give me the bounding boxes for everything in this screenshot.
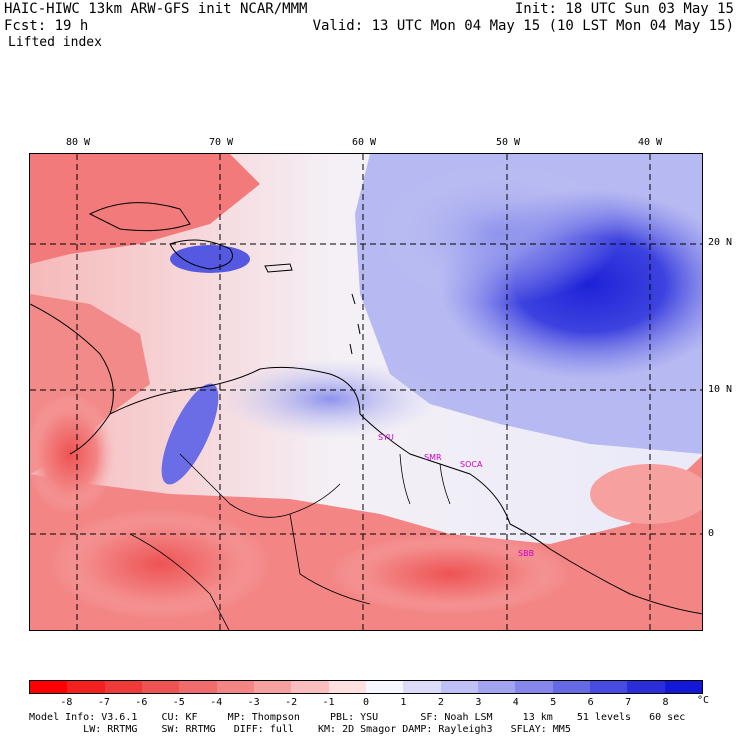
colorbar-segment [365, 681, 404, 693]
unstable-core [50, 509, 270, 619]
stable-region [220, 359, 440, 439]
colorbar-tick-label: -6 [135, 697, 148, 708]
lon-tick-label: 60 W [352, 137, 377, 148]
stable-region [380, 164, 620, 304]
header-init-time: Init: 18 UTC Sun 03 May 15 [514, 1, 734, 17]
colorbar-segment [291, 681, 329, 693]
colorbar-tick-label: 7 [625, 697, 632, 708]
colorbar-segment [477, 681, 516, 693]
station-label: SOCA [460, 460, 483, 469]
lon-tick-label: 70 W [209, 137, 234, 148]
colorbar-tick-label: 5 [550, 697, 557, 708]
colorbar-tick-label: -7 [97, 697, 110, 708]
colorbar-tick-label: -3 [247, 697, 260, 708]
graticule [30, 154, 702, 630]
model-info-line1: Model Info: V3.6.1 CU: KF MP: Thompson P… [29, 712, 686, 723]
station-label: SBB [518, 549, 534, 558]
colorbar-segment [664, 681, 702, 693]
colorbar-segment [627, 681, 665, 693]
unstable-region [590, 464, 702, 524]
header-valid-time: Valid: 13 UTC Mon 04 May 15 (10 LST Mon … [312, 18, 734, 34]
header-title: HAIC-HIWC 13km ARW-GFS init NCAR/MMM [4, 1, 308, 17]
colorbar-tick-label: 2 [437, 697, 444, 708]
colorbar-segment [253, 681, 292, 693]
lon-tick-label: 80 W [66, 137, 91, 148]
political-borders [129, 453, 451, 630]
lon-tick-label: 40 W [638, 137, 663, 148]
coastlines [30, 202, 702, 615]
lat-tick-label: 20 N [708, 237, 733, 248]
colorbar-segment [30, 681, 68, 693]
colorbar-tick-label: 1 [400, 697, 407, 708]
colorbar-segment [141, 681, 180, 693]
lon-tick-label: 50 W [496, 137, 521, 148]
colorbar-segment [440, 681, 478, 693]
unstable-core [330, 534, 570, 614]
stable-core [161, 383, 219, 485]
colorbar-tick-label: 3 [475, 697, 482, 708]
lifted-index-map: SYU SMR SOCA SBB [29, 153, 703, 631]
station-label: SYU [378, 433, 394, 442]
colorbar-segment [67, 681, 105, 693]
colorbar-tick-label: 0 [362, 697, 370, 708]
colorbar-tick-label: 6 [587, 697, 594, 708]
station-labels: SYU SMR SOCA SBB [378, 433, 534, 558]
colorbar-segment [515, 681, 553, 693]
colorbar-segment [552, 681, 590, 693]
model-info: Model Info: V3.6.1 CU: KF MP: Thompson P… [29, 712, 685, 736]
colorbar [29, 680, 703, 694]
header-forecast-hour: Fcst: 19 h [4, 18, 89, 34]
unstable-core [30, 394, 115, 514]
colorbar-tick-label: 4 [512, 697, 519, 708]
colorbar-tick-label: -4 [210, 697, 223, 708]
lat-tick-label: 0 [708, 528, 715, 539]
colorbar-tick-label: 8 [662, 697, 669, 708]
station-label: SMR [424, 453, 442, 462]
colorbar-segment [104, 681, 142, 693]
colorbar-segment [403, 681, 441, 693]
colorbar-segment [589, 681, 628, 693]
colorbar-unit: °C [697, 695, 710, 706]
lat-tick-label: 10 N [708, 384, 733, 395]
colorbar-segment [179, 681, 217, 693]
colorbar-segment [216, 681, 254, 693]
colorbar-tick-label: -1 [322, 697, 335, 708]
unstable-region [30, 154, 260, 264]
model-info-line2: LW: RRTMG SW: RRTMG DIFF: full KM: 2D Sm… [29, 724, 571, 735]
colorbar-segment [328, 681, 366, 693]
colorbar-tick-label: -8 [60, 697, 73, 708]
map-canvas: SYU SMR SOCA SBB [30, 154, 702, 630]
colorbar-tick-label: -5 [172, 697, 185, 708]
field-name: Lifted index [8, 35, 102, 50]
colorbar-tick-label: -2 [285, 697, 298, 708]
stable-core [170, 245, 250, 273]
